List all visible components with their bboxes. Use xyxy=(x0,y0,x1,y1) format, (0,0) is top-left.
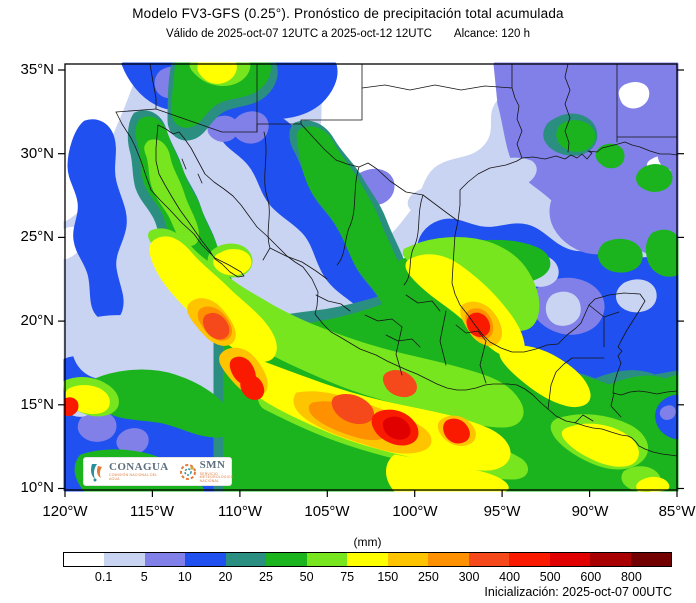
colorbar-cell xyxy=(185,553,226,566)
y-axis-label: 10°N xyxy=(20,479,54,496)
colorbar-tick: 20 xyxy=(218,570,233,584)
colorbar-tick: 0.1 xyxy=(94,570,113,584)
x-axis-label: 120°W xyxy=(42,503,88,520)
colorbar-cell xyxy=(306,553,348,566)
x-axis-label: 110°W xyxy=(217,503,263,520)
colorbar-tick: 150 xyxy=(377,570,399,584)
y-axis-label: 15°N xyxy=(20,396,54,413)
conagua-logo-icon xyxy=(91,463,102,481)
page-subtitle: Válido de 2025-oct-07 12UTC a 2025-oct-1… xyxy=(0,28,696,40)
colorbar-cell xyxy=(104,553,145,566)
x-axis-label: 85°W xyxy=(658,503,696,520)
colorbar-units-label: (mm) xyxy=(353,535,382,549)
colorbar-tick: 400 xyxy=(499,570,521,584)
x-axis-label: 100°W xyxy=(392,503,438,520)
smn-logo-icon xyxy=(179,463,196,480)
y-axis-label: 30°N xyxy=(20,145,54,162)
x-axis-label: 95°W xyxy=(483,503,521,520)
colorbar-tick: 500 xyxy=(539,570,561,584)
forecast-reach-text: Alcance: 120 h xyxy=(453,28,531,40)
colorbar-cell xyxy=(509,553,550,566)
smn-tagline: SERVICIO METEOROLÓGICO NACIONAL xyxy=(199,471,234,483)
colorbar-tick: 75 xyxy=(340,570,355,584)
precipitation-field-canvas xyxy=(58,62,684,497)
x-axis-label: 105°W xyxy=(304,503,350,520)
colorbar-tick: 50 xyxy=(299,570,314,584)
axis-ticks xyxy=(58,69,684,497)
colorbar-tick: 300 xyxy=(458,570,480,584)
conagua-logo: CONAGUA COMISIÓN NACIONAL DEL AGUA xyxy=(109,460,169,482)
conagua-logo-text: CONAGUA xyxy=(109,460,169,473)
agency-logo-box: CONAGUA COMISIÓN NACIONAL DEL AGUA SMN S… xyxy=(83,457,234,486)
precipitation-colorbar xyxy=(63,552,672,567)
valid-range-text: Válido de 2025-oct-07 12UTC a 2025-oct-1… xyxy=(165,28,432,40)
y-axis-label: 35°N xyxy=(20,61,54,78)
colorbar-cell xyxy=(266,553,307,566)
colorbar-tick: 25 xyxy=(259,570,273,584)
page-title: Modelo FV3-GFS (0.25°). Pronóstico de pr… xyxy=(132,6,564,21)
precipitation-map xyxy=(58,62,684,497)
map-frame xyxy=(64,63,678,491)
y-axis-label: 25°N xyxy=(20,228,54,245)
conagua-tagline: COMISIÓN NACIONAL DEL AGUA xyxy=(109,473,158,481)
smn-logo: SMN SERVICIO METEOROLÓGICO NACIONAL xyxy=(200,460,234,483)
colorbar-tick: 5 xyxy=(140,570,148,584)
x-axis-label: 90°W xyxy=(571,503,609,520)
colorbar-tick: 250 xyxy=(417,570,439,584)
colorbar-cell xyxy=(549,553,591,566)
colorbar-tick: 600 xyxy=(580,570,602,584)
colorbar-tick: 10 xyxy=(177,570,192,584)
colorbar-cell xyxy=(590,553,631,566)
colorbar-cell xyxy=(64,553,105,566)
y-axis-label: 20°N xyxy=(20,312,54,329)
initialization-label: Inicialización: 2025-oct-07 00UTC xyxy=(484,585,672,599)
colorbar-cell xyxy=(144,553,186,566)
colorbar-cell xyxy=(347,553,388,566)
smn-logo-text: SMN xyxy=(199,459,226,471)
colorbar-cell xyxy=(630,553,672,566)
colorbar-cell xyxy=(428,553,469,566)
x-axis-label: 115°W xyxy=(129,503,175,520)
colorbar-cell xyxy=(468,553,510,566)
coastlines-borders xyxy=(115,63,678,457)
colorbar-tick: 800 xyxy=(620,570,642,584)
colorbar-cell xyxy=(387,553,429,566)
colorbar-cell xyxy=(225,553,267,566)
